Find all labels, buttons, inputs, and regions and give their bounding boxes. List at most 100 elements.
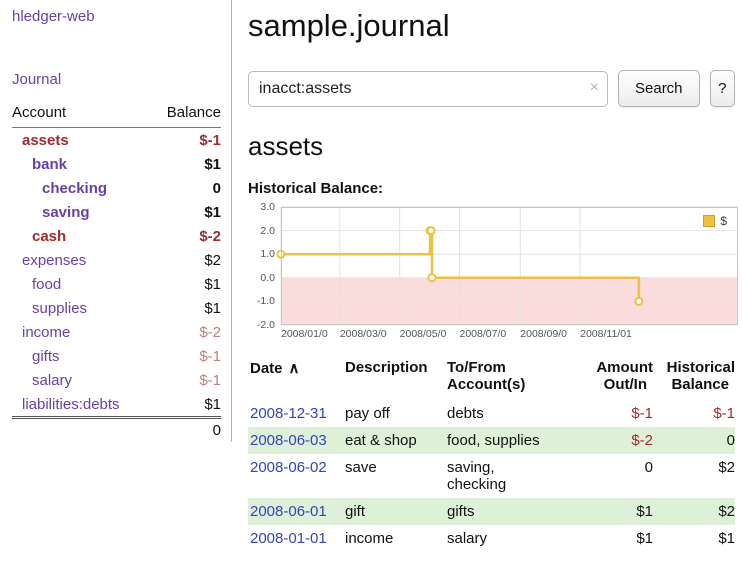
legend-swatch-icon xyxy=(703,215,716,227)
register-header-row: Date ∧ Description To/From Account(s) Amo… xyxy=(248,359,735,400)
register-column-header[interactable]: Date ∧ xyxy=(250,360,300,377)
transaction-balance: $1 xyxy=(718,530,735,547)
accounts-total-balance: 0 xyxy=(150,416,221,443)
account-balance: $-2 xyxy=(199,323,221,341)
y-tick-label: 0.0 xyxy=(260,271,275,284)
transaction-accounts: gifts xyxy=(447,503,475,520)
account-balance: $1 xyxy=(204,275,221,293)
account-row: salary $-1 xyxy=(12,368,221,392)
transaction-description: eat & shop xyxy=(345,432,417,449)
account-balance: $1 xyxy=(204,299,221,317)
transaction-date-link[interactable]: 2008-06-02 xyxy=(250,459,327,476)
account-balance: $-1 xyxy=(199,131,221,149)
balance-chart: 3.0 2.0 1.0 0.0 -1.0 -2.0 2008/01/0 2008/03/0 2… xyxy=(248,201,738,343)
y-tick-label: -1.0 xyxy=(256,295,275,308)
main-content: sample.journal × Search ? assets Histori… xyxy=(248,0,738,552)
register-column-header[interactable]: Description xyxy=(345,359,428,376)
account-link[interactable]: gifts xyxy=(32,347,60,365)
journal-link[interactable]: Journal xyxy=(12,71,62,88)
y-tick-label: 1.0 xyxy=(260,248,275,261)
account-link[interactable]: food xyxy=(32,275,62,293)
account-row: liabilities:debts $1 xyxy=(12,392,221,418)
transaction-date-link[interactable]: 2008-06-01 xyxy=(250,503,327,520)
account-link[interactable]: income xyxy=(22,323,71,341)
help-button[interactable]: ? xyxy=(709,70,735,107)
register-column-header[interactable]: Historical Balance xyxy=(666,359,735,393)
register-table: Date ∧ Description To/From Account(s) Amo… xyxy=(248,359,735,552)
account-link[interactable]: liabilities:debts xyxy=(22,395,120,413)
account-balance: $-2 xyxy=(199,227,221,245)
transaction-balance: $2 xyxy=(718,503,735,520)
account-link[interactable]: assets xyxy=(22,131,69,149)
account-balance: 0 xyxy=(212,179,221,197)
search-form: × Search ? xyxy=(248,70,735,107)
register-row: 2008-06-02 save saving, checking 0 $2 xyxy=(248,454,735,498)
sidebar: hledger-web Journal Account Balance asse… xyxy=(0,0,232,443)
account-row: assets $-1 xyxy=(12,128,221,153)
account-heading: assets xyxy=(248,131,324,161)
account-link[interactable]: saving xyxy=(42,203,90,221)
transaction-accounts: saving, checking xyxy=(447,459,507,493)
account-balance: $1 xyxy=(204,203,221,221)
register-column-header[interactable]: Amount Out/In xyxy=(596,359,653,393)
account-link[interactable]: cash xyxy=(32,227,67,245)
x-tick-label: 2008/01/0 xyxy=(281,328,328,340)
accounts-total-row: 0 xyxy=(12,416,221,443)
transaction-amount: 0 xyxy=(644,459,653,476)
register-column-header[interactable]: To/From Account(s) xyxy=(447,359,526,393)
accounts-header-balance: Balance xyxy=(150,104,221,128)
transaction-description: pay off xyxy=(345,405,390,422)
sidebar-item-journal: Journal xyxy=(12,71,221,88)
transaction-amount: $1 xyxy=(636,503,653,520)
clear-search-icon[interactable]: × xyxy=(589,78,599,96)
register-rows: 2008-12-31 pay off debts $-1 $-1 2008-06… xyxy=(248,400,735,552)
x-tick-label: 2008/05/0 xyxy=(399,328,447,340)
y-tick-label: 2.0 xyxy=(260,224,275,237)
register-row: 2008-12-31 pay off debts $-1 $-1 xyxy=(248,400,735,427)
transaction-amount: $-1 xyxy=(631,405,653,422)
account-link[interactable]: supplies xyxy=(32,299,88,317)
search-button[interactable]: Search xyxy=(618,70,700,107)
accounts-table: Account Balance assets $-1 bank $1 check… xyxy=(12,104,221,443)
transaction-date-link[interactable]: 2008-06-03 xyxy=(250,432,327,449)
transaction-accounts: food, supplies xyxy=(447,432,540,449)
transaction-balance: $-1 xyxy=(713,405,735,422)
y-tick-label: 3.0 xyxy=(260,201,275,213)
sort-ascending-icon: ∧ xyxy=(288,360,300,377)
account-row: cash $-2 xyxy=(12,224,221,248)
account-row: food $1 xyxy=(12,272,221,296)
app-title: hledger-web xyxy=(12,8,221,25)
chart-legend: $ xyxy=(700,213,730,229)
x-tick-label: 2008/03/0 xyxy=(339,328,387,340)
transaction-description: gift xyxy=(345,503,366,520)
transaction-date-link[interactable]: 2008-12-31 xyxy=(250,405,327,422)
account-balance: $2 xyxy=(204,251,221,269)
x-tick-label: 2008/11/01 xyxy=(580,328,632,340)
register-row: 2008-06-01 gift gifts $1 $2 xyxy=(248,498,735,525)
account-row: supplies $1 xyxy=(12,296,221,320)
account-row: checking 0 xyxy=(12,176,221,200)
account-link[interactable]: salary xyxy=(32,371,73,389)
search-input[interactable] xyxy=(248,70,608,107)
account-row: expenses $2 xyxy=(12,248,221,272)
transaction-balance: 0 xyxy=(726,432,735,449)
x-tick-label: 2008/09/0 xyxy=(520,328,567,340)
account-link[interactable]: expenses xyxy=(22,251,87,269)
search-box: × xyxy=(248,70,608,107)
account-balance: $1 xyxy=(204,395,221,413)
accounts-header-account: Account xyxy=(12,104,151,128)
transaction-accounts: salary xyxy=(447,530,488,547)
account-link[interactable]: checking xyxy=(42,179,108,197)
account-row: gifts $-1 xyxy=(12,344,221,368)
y-tick-label: -2.0 xyxy=(256,319,275,331)
accounts-table-header: Account Balance xyxy=(12,104,221,128)
x-tick-label: 2008/07/0 xyxy=(459,328,507,340)
account-balance: $-1 xyxy=(199,347,221,365)
transaction-description: save xyxy=(345,459,377,476)
transaction-amount: $1 xyxy=(636,530,653,547)
transaction-balance: $2 xyxy=(718,459,735,476)
app-title-link[interactable]: hledger-web xyxy=(12,8,95,25)
balance-chart-plot xyxy=(276,206,738,326)
transaction-date-link[interactable]: 2008-01-01 xyxy=(250,530,327,547)
account-link[interactable]: bank xyxy=(32,155,68,173)
